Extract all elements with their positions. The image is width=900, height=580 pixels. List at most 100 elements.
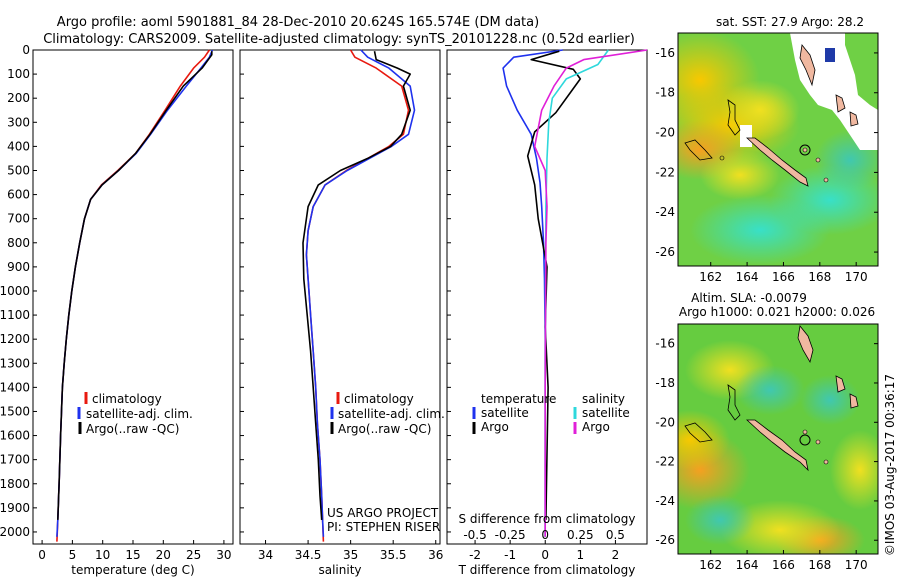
temperature-axis-label: temperature (deg C) xyxy=(71,563,194,577)
y-tick-label: 800 xyxy=(7,236,30,250)
lon-tick-label: 162 xyxy=(699,558,722,572)
x-tick-label: 5 xyxy=(69,548,77,562)
lat-tick-label: -20 xyxy=(655,415,675,429)
x-tick-label: 10 xyxy=(95,548,110,562)
legend-temperature-head: temperature xyxy=(481,392,556,406)
sla-map xyxy=(678,324,878,554)
y-tick-label: 200 xyxy=(7,91,30,105)
y-tick-label: 1900 xyxy=(0,501,30,515)
sst-map-title: sat. SST: 27.9 Argo: 28.2 xyxy=(716,15,864,29)
series-line-4 xyxy=(533,49,648,537)
legend-argo: Argo(..raw -QC) xyxy=(338,422,431,436)
axis-ticks: 0 5 10 15 20 25 300100200300400500600700800900… xyxy=(0,43,625,562)
imos-credit: ©IMOS 03-Aug-2017 00:36:17 xyxy=(883,374,897,556)
sla-map-frame xyxy=(677,323,879,555)
lat-tick-label: -26 xyxy=(655,245,675,259)
lat-tick-label: -26 xyxy=(655,533,675,547)
lon-tick-label: 166 xyxy=(772,558,795,572)
temperature-panel xyxy=(32,49,234,545)
top-tick-label: -0.25 xyxy=(495,528,526,542)
legend-climatology: climatology xyxy=(344,392,414,406)
legend-t-argo: Argo xyxy=(481,420,509,434)
legend-argo: Argo(..raw -QC) xyxy=(86,422,179,436)
legend-salinity-head: salinity xyxy=(582,392,625,406)
lon-tick-label: 164 xyxy=(736,558,759,572)
lat-tick-label: -24 xyxy=(655,205,675,219)
x-tick-label: 15 xyxy=(125,548,140,562)
x-tick-label: -2 xyxy=(469,548,481,562)
lat-tick-label: -16 xyxy=(655,337,675,351)
map-axis-ticks: 162 164 166 168 170 -16 -18 -20 -22 -24 -26 162 164 1… xyxy=(655,46,878,572)
y-tick-label: 900 xyxy=(7,260,30,274)
sst-map xyxy=(678,33,878,266)
y-tick-label: 2000 xyxy=(0,525,30,539)
figure-title-line2: Climatology: CARS2009. Satellite-adjuste… xyxy=(43,32,635,47)
lat-tick-label: -16 xyxy=(655,46,675,60)
figure-title-line1: Argo profile: aoml 5901881_84 28-Dec-201… xyxy=(57,15,539,30)
y-tick-label: 1300 xyxy=(0,356,30,370)
legend-satellite: satellite-adj. clim. xyxy=(86,407,193,421)
top-tick-label: 0.5 xyxy=(606,528,625,542)
s-difference-axis-label: S difference from climatology xyxy=(459,512,636,526)
salinity-legend: climatology satellite-adj. clim. Argo(..… xyxy=(330,392,445,436)
x-tick-label: 34 xyxy=(258,548,273,562)
x-tick-label: 1 xyxy=(577,548,585,562)
x-tick-label: 36 xyxy=(428,548,443,562)
y-tick-label: 1100 xyxy=(0,308,30,322)
salinity-axis-label: salinity xyxy=(318,563,361,577)
difference-legend: temperature salinity satellite Argo sate… xyxy=(472,392,630,434)
legend-t-satellite: satellite xyxy=(481,406,529,420)
temperature-profiles xyxy=(56,49,214,542)
lat-tick-label: -18 xyxy=(655,376,675,390)
sla-map-title1: Altim. SLA: -0.0079 xyxy=(691,291,807,305)
x-tick-label: 20 xyxy=(156,548,171,562)
salinity-panel xyxy=(239,49,441,545)
lat-tick-label: -22 xyxy=(655,455,675,469)
lat-tick-label: -18 xyxy=(655,86,675,100)
y-tick-label: 300 xyxy=(7,115,30,129)
top-tick-label: -0.5 xyxy=(463,528,486,542)
temperature-legend: climatology satellite-adj. clim. Argo(..… xyxy=(77,392,193,436)
argo-float-marker xyxy=(799,434,811,446)
x-tick-label: 30 xyxy=(216,548,231,562)
legend-s-satellite: satellite xyxy=(582,406,630,420)
y-tick-label: 1500 xyxy=(0,404,30,418)
lat-tick-label: -22 xyxy=(655,165,675,179)
lon-tick-label: 162 xyxy=(699,270,722,284)
y-tick-label: 1400 xyxy=(0,380,30,394)
series-line-3 xyxy=(57,51,213,520)
y-tick-label: 1600 xyxy=(0,429,30,443)
x-tick-label: 25 xyxy=(186,548,201,562)
sla-map-title2: Argo h1000: 0.021 h2000: 0.026 xyxy=(679,305,875,319)
legend-s-argo: Argo xyxy=(582,420,610,434)
y-tick-label: 0 xyxy=(22,43,30,57)
t-difference-axis-label: T difference from climatology xyxy=(458,563,636,577)
project-note-line1: US ARGO PROJECT xyxy=(327,506,439,520)
y-tick-label: 1000 xyxy=(0,284,30,298)
series-line-2 xyxy=(305,49,416,537)
project-note-line2: PI: STEPHEN RISER xyxy=(327,520,440,534)
x-tick-label: 34.5 xyxy=(295,548,322,562)
lat-tick-label: -20 xyxy=(655,126,675,140)
x-tick-label: 35 xyxy=(343,548,358,562)
sst-map-frame xyxy=(677,32,879,267)
y-tick-label: 600 xyxy=(7,188,30,202)
legend-satellite: satellite-adj. clim. xyxy=(338,407,445,421)
lon-tick-label: 170 xyxy=(845,558,868,572)
y-tick-label: 400 xyxy=(7,139,30,153)
lon-tick-label: 164 xyxy=(736,270,759,284)
y-tick-label: 1800 xyxy=(0,477,30,491)
lon-tick-label: 170 xyxy=(845,270,868,284)
x-tick-label: 2 xyxy=(612,548,620,562)
legend-climatology: climatology xyxy=(92,392,162,406)
argo-float-marker xyxy=(799,144,811,156)
difference-profiles xyxy=(502,49,648,537)
lat-tick-label: -24 xyxy=(655,494,675,508)
top-tick-label: 0.25 xyxy=(567,528,594,542)
lon-tick-label: 168 xyxy=(808,270,831,284)
y-tick-label: 500 xyxy=(7,163,30,177)
top-tick-label: 0 xyxy=(541,528,549,542)
y-tick-label: 1200 xyxy=(0,332,30,346)
lon-tick-label: 166 xyxy=(772,270,795,284)
